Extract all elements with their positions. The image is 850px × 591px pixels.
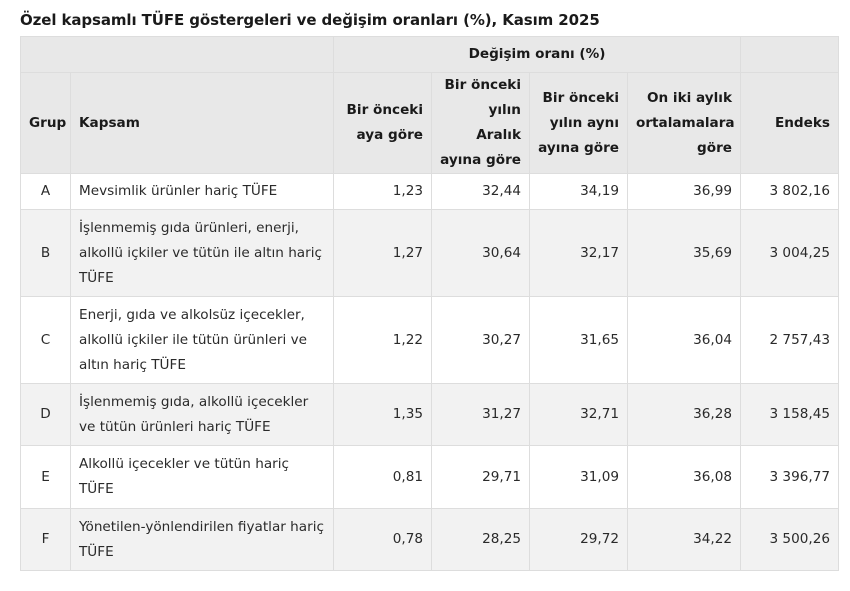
- cell-yoy: 34,19: [529, 173, 628, 210]
- cell-grup: F: [20, 508, 71, 571]
- header-empty-cell: [740, 36, 839, 73]
- column-header-monthly: Bir önceki aya göre: [333, 72, 432, 174]
- cell-index: 3 004,25: [740, 209, 839, 297]
- cell-12month-avg: 35,69: [627, 209, 741, 297]
- column-header-12month-avg: On iki aylık ortalamalara göre: [627, 72, 741, 174]
- cell-yoy: 31,09: [529, 445, 628, 509]
- cell-kapsam: Enerji, gıda ve alkolsüz içecekler, alko…: [70, 296, 334, 384]
- cell-monthly: 1,27: [333, 209, 432, 297]
- cell-kapsam: İşlenmemiş gıda ürünleri, enerji, alkoll…: [70, 209, 334, 297]
- cell-index: 3 158,45: [740, 383, 839, 446]
- cell-grup: C: [20, 296, 71, 384]
- cell-grup: B: [20, 209, 71, 297]
- cpi-indicators-table: Değişim oranı (%) Grup Kapsam Bir önceki…: [20, 36, 839, 571]
- cell-yoy: 32,71: [529, 383, 628, 446]
- table-row: C Enerji, gıda ve alkolsüz içecekler, al…: [20, 296, 839, 384]
- table-row: A Mevsimlik ürünler hariç TÜFE 1,23 32,4…: [20, 173, 839, 210]
- cell-ytd: 29,71: [431, 445, 530, 509]
- column-header-index: Endeks: [740, 72, 839, 174]
- cell-12month-avg: 36,99: [627, 173, 741, 210]
- table-row: D İşlenmemiş gıda, alkollü içecekler ve …: [20, 383, 839, 446]
- cell-ytd: 30,27: [431, 296, 530, 384]
- table-row: F Yönetilen-yönlendirilen fiyatlar hariç…: [20, 508, 839, 571]
- cell-monthly: 0,81: [333, 445, 432, 509]
- table-row: E Alkollü içecekler ve tütün hariç TÜFE …: [20, 445, 839, 509]
- cell-index: 3 802,16: [740, 173, 839, 210]
- table-row: B İşlenmemiş gıda ürünleri, enerji, alko…: [20, 209, 839, 297]
- cell-monthly: 1,23: [333, 173, 432, 210]
- header-empty-cell: [20, 36, 334, 73]
- cell-kapsam: Yönetilen-yönlendirilen fiyatlar hariç T…: [70, 508, 334, 571]
- cell-grup: D: [20, 383, 71, 446]
- cell-yoy: 32,17: [529, 209, 628, 297]
- table-title: Özel kapsamlı TÜFE göstergeleri ve değiş…: [20, 11, 600, 29]
- column-header-yoy: Bir önceki yılın aynı ayına göre: [529, 72, 628, 174]
- cell-12month-avg: 36,28: [627, 383, 741, 446]
- header-group-row: Değişim oranı (%): [20, 36, 839, 73]
- cell-kapsam: İşlenmemiş gıda, alkollü içecekler ve tü…: [70, 383, 334, 446]
- column-header-grup: Grup: [20, 72, 71, 174]
- cell-yoy: 31,65: [529, 296, 628, 384]
- cell-12month-avg: 34,22: [627, 508, 741, 571]
- cell-12month-avg: 36,04: [627, 296, 741, 384]
- cell-grup: A: [20, 173, 71, 210]
- header-column-row: Grup Kapsam Bir önceki aya göre Bir önce…: [20, 72, 839, 174]
- cell-ytd: 31,27: [431, 383, 530, 446]
- cell-monthly: 1,22: [333, 296, 432, 384]
- cell-ytd: 30,64: [431, 209, 530, 297]
- column-header-kapsam: Kapsam: [70, 72, 334, 174]
- cell-index: 2 757,43: [740, 296, 839, 384]
- cell-grup: E: [20, 445, 71, 509]
- cell-monthly: 1,35: [333, 383, 432, 446]
- cell-ytd: 32,44: [431, 173, 530, 210]
- cell-monthly: 0,78: [333, 508, 432, 571]
- cell-index: 3 500,26: [740, 508, 839, 571]
- cell-kapsam: Alkollü içecekler ve tütün hariç TÜFE: [70, 445, 334, 509]
- cell-index: 3 396,77: [740, 445, 839, 509]
- cell-kapsam: Mevsimlik ürünler hariç TÜFE: [70, 173, 334, 210]
- column-header-ytd: Bir önceki yılın Aralık ayına göre: [431, 72, 530, 174]
- header-change-rate: Değişim oranı (%): [333, 36, 741, 73]
- cell-ytd: 28,25: [431, 508, 530, 571]
- cell-yoy: 29,72: [529, 508, 628, 571]
- cell-12month-avg: 36,08: [627, 445, 741, 509]
